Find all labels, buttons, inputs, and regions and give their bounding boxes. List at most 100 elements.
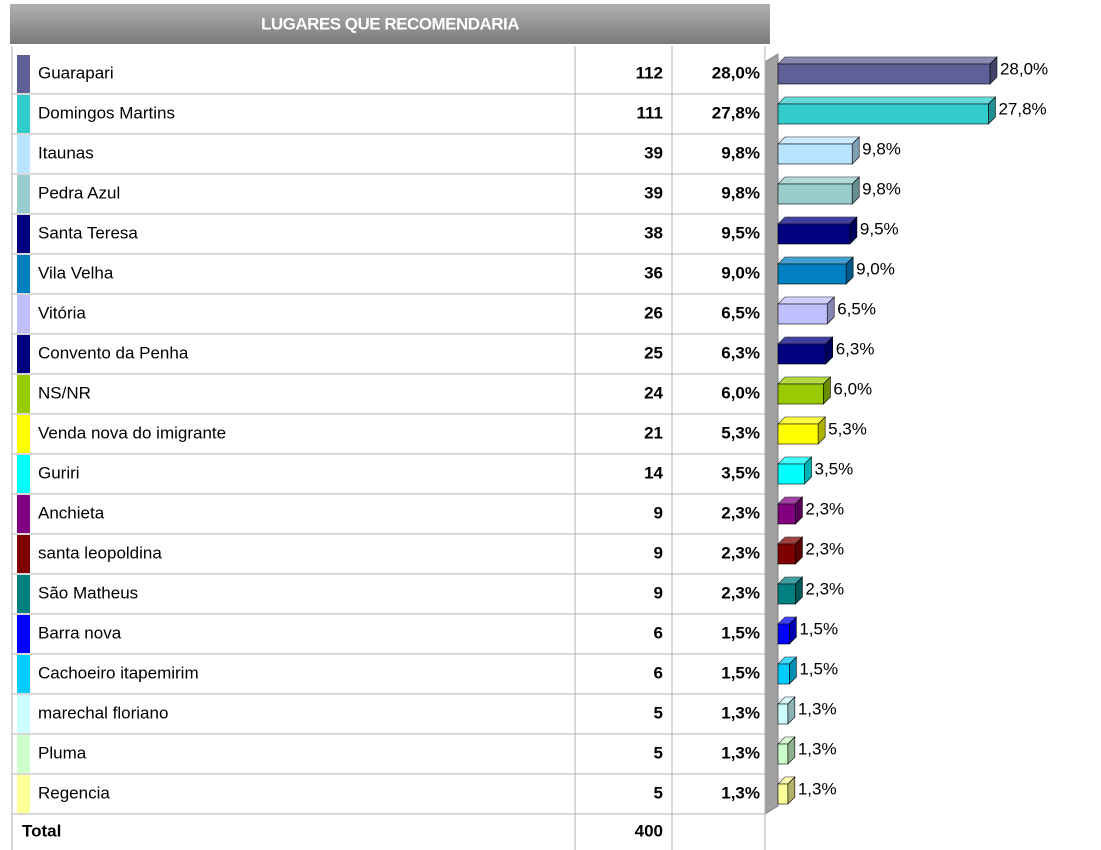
row-count: 6 bbox=[654, 663, 663, 682]
bar-face bbox=[778, 57, 997, 64]
bar-face bbox=[777, 583, 796, 605]
bar-face bbox=[778, 737, 795, 744]
bar-face bbox=[778, 537, 803, 544]
bar-face bbox=[827, 297, 835, 324]
bar-face bbox=[777, 463, 805, 485]
bar-face bbox=[789, 657, 797, 684]
bar bbox=[777, 576, 804, 605]
row-percent: 3,5% bbox=[721, 463, 760, 482]
bar-face bbox=[777, 743, 789, 765]
row-name: santa leopoldina bbox=[38, 543, 162, 562]
bar-face bbox=[823, 377, 831, 404]
bar bbox=[777, 416, 826, 445]
bar bbox=[777, 136, 860, 165]
bar-face bbox=[989, 57, 997, 84]
bar-face bbox=[778, 697, 795, 704]
row-count: 39 bbox=[644, 183, 663, 202]
bar-label: 1,3% bbox=[798, 739, 837, 758]
row-name: Guriri bbox=[38, 463, 80, 482]
bar-face bbox=[777, 63, 991, 85]
swatch bbox=[17, 255, 30, 293]
row-count: 5 bbox=[654, 783, 663, 802]
bar-face bbox=[777, 303, 828, 325]
row-percent: 6,3% bbox=[721, 343, 760, 362]
bar-face bbox=[804, 457, 812, 484]
row-count: 26 bbox=[644, 303, 663, 322]
row-name: Vitória bbox=[38, 303, 86, 322]
swatch bbox=[17, 215, 30, 253]
bar-label: 9,8% bbox=[862, 179, 901, 198]
bar-label: 9,8% bbox=[862, 139, 901, 158]
row-count: 5 bbox=[654, 703, 663, 722]
row-name: Guarapari bbox=[38, 63, 114, 82]
swatch bbox=[17, 415, 30, 453]
row-name: Regencia bbox=[38, 783, 110, 802]
row-count: 9 bbox=[654, 543, 663, 562]
bar bbox=[777, 536, 804, 565]
bar-face bbox=[778, 497, 803, 504]
bar-face bbox=[777, 263, 847, 285]
row-name: Venda nova do imigrante bbox=[38, 423, 226, 442]
swatch bbox=[17, 375, 30, 413]
bar-face bbox=[825, 337, 833, 364]
bar bbox=[777, 456, 813, 485]
bar-face bbox=[777, 143, 853, 165]
row-name: Convento da Penha bbox=[38, 343, 189, 362]
bar-face bbox=[852, 177, 860, 204]
bar-label: 27,8% bbox=[998, 99, 1046, 118]
row-count: 36 bbox=[644, 263, 663, 282]
bar-face bbox=[777, 503, 796, 525]
bar-face bbox=[777, 183, 853, 205]
row-percent: 2,3% bbox=[721, 543, 760, 562]
swatch bbox=[17, 55, 30, 93]
bar-face bbox=[787, 737, 795, 764]
bar-face bbox=[787, 777, 795, 804]
row-count: 9 bbox=[654, 503, 663, 522]
bar-face bbox=[778, 177, 860, 184]
bar-label: 6,3% bbox=[836, 339, 875, 358]
bar-label: 2,3% bbox=[805, 539, 844, 558]
bar bbox=[777, 336, 834, 365]
bar bbox=[777, 216, 858, 245]
bar-face bbox=[818, 417, 826, 444]
bar bbox=[777, 376, 832, 405]
bar-label: 1,5% bbox=[799, 619, 838, 638]
bar-face bbox=[787, 697, 795, 724]
swatch bbox=[17, 695, 30, 733]
title: LUGARES QUE RECOMENDARIA bbox=[261, 14, 519, 33]
swatch bbox=[17, 575, 30, 613]
total-label: Total bbox=[22, 821, 61, 840]
row-percent: 1,5% bbox=[721, 623, 760, 642]
row-name: Domingos Martins bbox=[38, 103, 175, 122]
row-percent: 9,8% bbox=[721, 183, 760, 202]
row-percent: 1,5% bbox=[721, 663, 760, 682]
bar-face bbox=[988, 97, 996, 124]
row-count: 21 bbox=[644, 423, 663, 442]
row-count: 6 bbox=[654, 623, 663, 642]
bar bbox=[777, 736, 796, 765]
total-count: 400 bbox=[635, 821, 663, 840]
chart-wall bbox=[764, 53, 779, 815]
row-percent: 28,0% bbox=[712, 63, 760, 82]
bar-face bbox=[777, 103, 989, 125]
row-count: 9 bbox=[654, 583, 663, 602]
row-name: NS/NR bbox=[38, 383, 91, 402]
row-percent: 2,3% bbox=[721, 583, 760, 602]
bar-face bbox=[778, 337, 833, 344]
swatch bbox=[17, 535, 30, 573]
bar-face bbox=[777, 543, 796, 565]
bar-label: 1,5% bbox=[799, 659, 838, 678]
bar-label: 5,3% bbox=[828, 419, 867, 438]
bar-label: 2,3% bbox=[805, 499, 844, 518]
row-percent: 9,8% bbox=[721, 143, 760, 162]
bar-face bbox=[852, 137, 860, 164]
bar-face bbox=[777, 663, 790, 685]
bar bbox=[777, 776, 796, 805]
swatch bbox=[17, 495, 30, 533]
row-percent: 1,3% bbox=[721, 703, 760, 722]
title-bar bbox=[10, 4, 770, 44]
bar-face bbox=[778, 777, 795, 784]
row-percent: 9,5% bbox=[721, 223, 760, 242]
bar-face bbox=[777, 223, 851, 245]
bar-label: 6,5% bbox=[837, 299, 876, 318]
